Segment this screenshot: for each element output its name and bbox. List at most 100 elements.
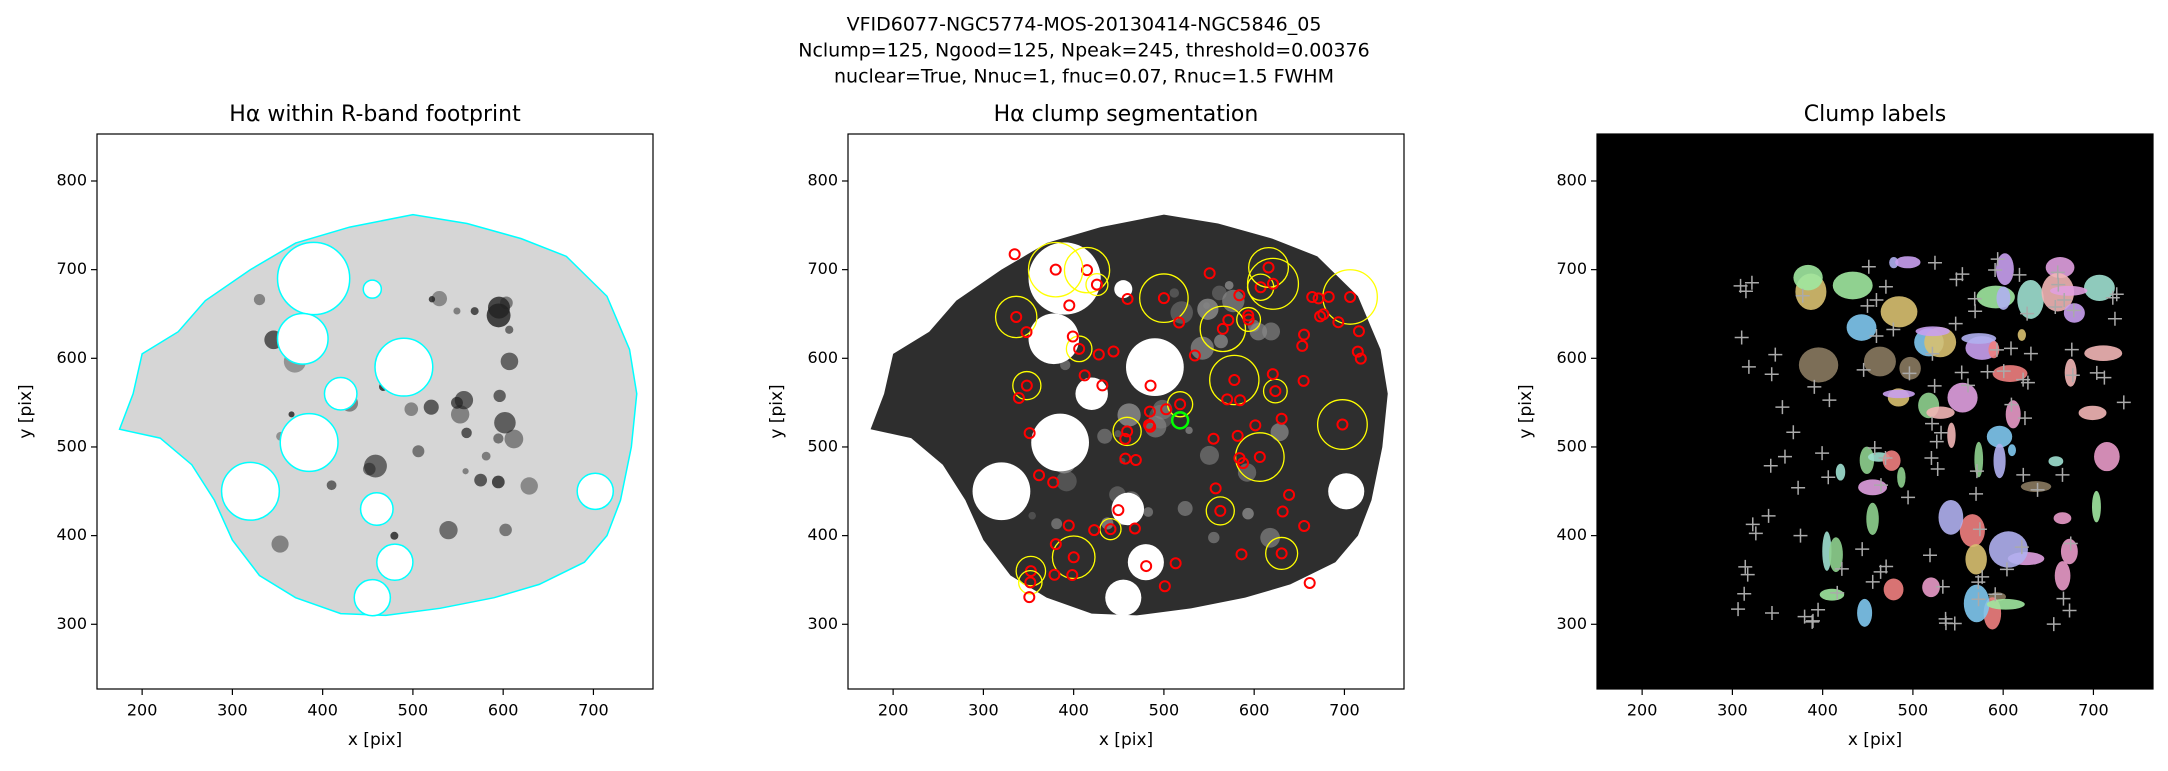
clump-peak (1352, 325, 1365, 338)
y-tick-label: 300 (56, 614, 87, 633)
clump-peak (1088, 524, 1101, 537)
peak-marker (1777, 449, 1792, 464)
clump-peak (1275, 547, 1288, 560)
emission-knot (499, 523, 512, 537)
y-tick-label: 400 (56, 525, 87, 544)
clump-peak (1121, 292, 1134, 305)
masked-star (1127, 544, 1164, 581)
emission-knot (500, 352, 519, 371)
y-axis-label: y [pix] (1516, 384, 1536, 438)
clump-label (2017, 329, 2026, 341)
clump-peak (1216, 322, 1229, 335)
peak-marker (2004, 397, 2019, 412)
clump-peak (1332, 316, 1345, 329)
clump-contour (1085, 272, 1109, 297)
clump-label (1996, 253, 2014, 286)
peak-marker (1734, 330, 1749, 345)
clump-peak (1020, 379, 1033, 392)
emission-knot (412, 445, 425, 458)
clump-label (1895, 256, 1921, 269)
peak-marker (1923, 548, 1938, 563)
clump-peak (1143, 418, 1156, 431)
peak-marker (1999, 562, 2014, 577)
peak-marker (2050, 265, 2065, 280)
y-tick-label: 700 (56, 259, 87, 278)
peak-marker (1738, 559, 1753, 574)
clump-peak (1231, 429, 1244, 442)
clump-peak (1062, 519, 1075, 532)
peak-marker (1865, 574, 1880, 589)
peak-marker (2062, 603, 2077, 618)
clump-peak (1144, 379, 1157, 392)
peak-marker (1791, 480, 1806, 495)
x-tick-label: 200 (127, 701, 158, 720)
clump-label (1857, 598, 1873, 627)
emission-knot (505, 325, 514, 334)
peak-marker (1764, 367, 1779, 382)
clump-peak (1066, 569, 1079, 582)
clump-label (1986, 598, 2025, 610)
x-tick-label: 400 (1058, 701, 1089, 720)
suptitle: nuclear=True, Nnuc=1, fnuc=0.07, Rnuc=1.… (834, 66, 1334, 88)
emission-knot (363, 462, 376, 476)
y-tick-label: 300 (1556, 614, 1587, 633)
x-tick-label: 400 (1807, 701, 1838, 720)
clump-peak (1078, 369, 1091, 382)
clump-label (2078, 405, 2107, 421)
clump-peak (1104, 523, 1117, 536)
masked-star (1328, 473, 1365, 510)
clump-label (2050, 285, 2088, 296)
peak-marker (1954, 365, 1969, 380)
masked-star (359, 492, 394, 527)
clump-label (1963, 584, 1990, 623)
x-tick-label: 300 (968, 701, 999, 720)
clump-peak (1008, 248, 1021, 261)
clump-contour (1205, 496, 1235, 526)
peak-marker (1929, 434, 1944, 449)
clump-label (1992, 365, 2028, 382)
x-tick-label: 700 (2078, 701, 2109, 720)
peak-marker (1869, 329, 1884, 344)
panel-title: Hα clump segmentation (994, 102, 1259, 127)
clump-label (1846, 314, 1877, 341)
masked-star (1075, 377, 1108, 411)
emission-knot (431, 291, 448, 307)
y-axis-label: y [pix] (16, 384, 36, 438)
clump-peak (1222, 314, 1235, 327)
clump-peak (1128, 522, 1141, 535)
clump-label (1947, 422, 1956, 448)
emission-knot (404, 402, 419, 416)
clump-peak (1242, 313, 1255, 326)
clump-peak (1262, 261, 1275, 274)
clump-label (1965, 544, 1987, 575)
peak-marker (2066, 303, 2081, 318)
clump-peak (1275, 412, 1288, 425)
clump-contour (1234, 432, 1285, 482)
peak-marker (1969, 486, 1984, 501)
emission-knot (493, 433, 504, 444)
clump-peak (1119, 432, 1132, 445)
x-axis-label: x [pix] (1099, 730, 1153, 750)
emission-knot (493, 389, 506, 403)
peak-marker (2046, 617, 2061, 632)
clump-label (1798, 347, 1839, 383)
clump-contour (1015, 555, 1047, 587)
clump-peak (1242, 309, 1255, 322)
clump-label (2084, 274, 2115, 301)
clump-peak (1276, 505, 1289, 518)
emission-knot (1262, 322, 1281, 341)
clump-peak (1140, 560, 1153, 573)
clump-label (1947, 382, 1978, 413)
emission-knot (253, 293, 266, 306)
clump-contour (1236, 306, 1262, 332)
emission-knot (1143, 507, 1154, 517)
y-tick-label: 800 (807, 170, 838, 189)
y-tick-label: 500 (56, 436, 87, 455)
clump-label (2092, 490, 2101, 523)
y-tick-label: 600 (807, 348, 838, 367)
clump-label (1793, 264, 1823, 291)
emission-knot (1270, 423, 1289, 442)
clump-label (1882, 450, 1901, 471)
peak-marker (2116, 395, 2131, 410)
